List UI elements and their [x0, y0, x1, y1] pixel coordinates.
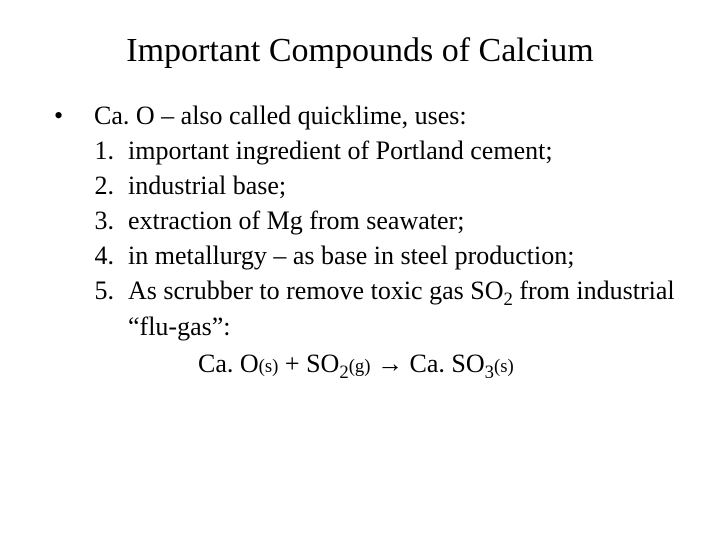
- list-item: 1. important ingredient of Portland ceme…: [88, 133, 680, 168]
- subscript: 3: [485, 362, 494, 383]
- item-number: 1.: [88, 133, 128, 168]
- list-item: 5. As scrubber to remove toxic gas SO2 f…: [88, 273, 680, 343]
- list-item: 4. in metallurgy – as base in steel prod…: [88, 238, 680, 273]
- item-text: industrial base;: [128, 168, 680, 203]
- bullet-item: • Ca. O – also called quicklime, uses:: [48, 98, 680, 133]
- phase-label: (s): [259, 356, 279, 377]
- bullet-mark: •: [48, 98, 94, 133]
- item-text: extraction of Mg from seawater;: [128, 203, 680, 238]
- plus-sign: +: [278, 349, 306, 378]
- item-number: 4.: [88, 238, 128, 273]
- item-text: in metallurgy – as base in steel product…: [128, 238, 680, 273]
- slide: Important Compounds of Calcium • Ca. O –…: [0, 0, 720, 540]
- list-item: 3. extraction of Mg from seawater;: [88, 203, 680, 238]
- arrow-icon: →: [371, 349, 410, 378]
- item-number: 2.: [88, 168, 128, 203]
- reactant-2: SO: [306, 349, 339, 378]
- numbered-list: 1. important ingredient of Portland ceme…: [48, 133, 680, 381]
- slide-body: • Ca. O – also called quicklime, uses: 1…: [0, 98, 720, 381]
- reactant-1: Ca. O: [198, 349, 259, 378]
- item-text-pre: As scrubber to remove toxic gas SO: [128, 276, 503, 305]
- bullet-text: Ca. O – also called quicklime, uses:: [94, 98, 680, 133]
- item-number: 5.: [88, 273, 128, 308]
- item-text: important ingredient of Portland cement;: [128, 133, 680, 168]
- subscript: 2: [339, 362, 348, 383]
- subscript: 2: [503, 290, 512, 311]
- list-item: 2. industrial base;: [88, 168, 680, 203]
- product-1: Ca. SO: [410, 349, 485, 378]
- chemical-equation: Ca. O(s) + SO2(g) → Ca. SO3(s): [88, 344, 680, 381]
- phase-label: (s): [494, 356, 514, 377]
- slide-title: Important Compounds of Calcium: [0, 0, 720, 98]
- item-text: As scrubber to remove toxic gas SO2 from…: [128, 273, 680, 343]
- item-number: 3.: [88, 203, 128, 238]
- phase-label: (g): [349, 356, 371, 377]
